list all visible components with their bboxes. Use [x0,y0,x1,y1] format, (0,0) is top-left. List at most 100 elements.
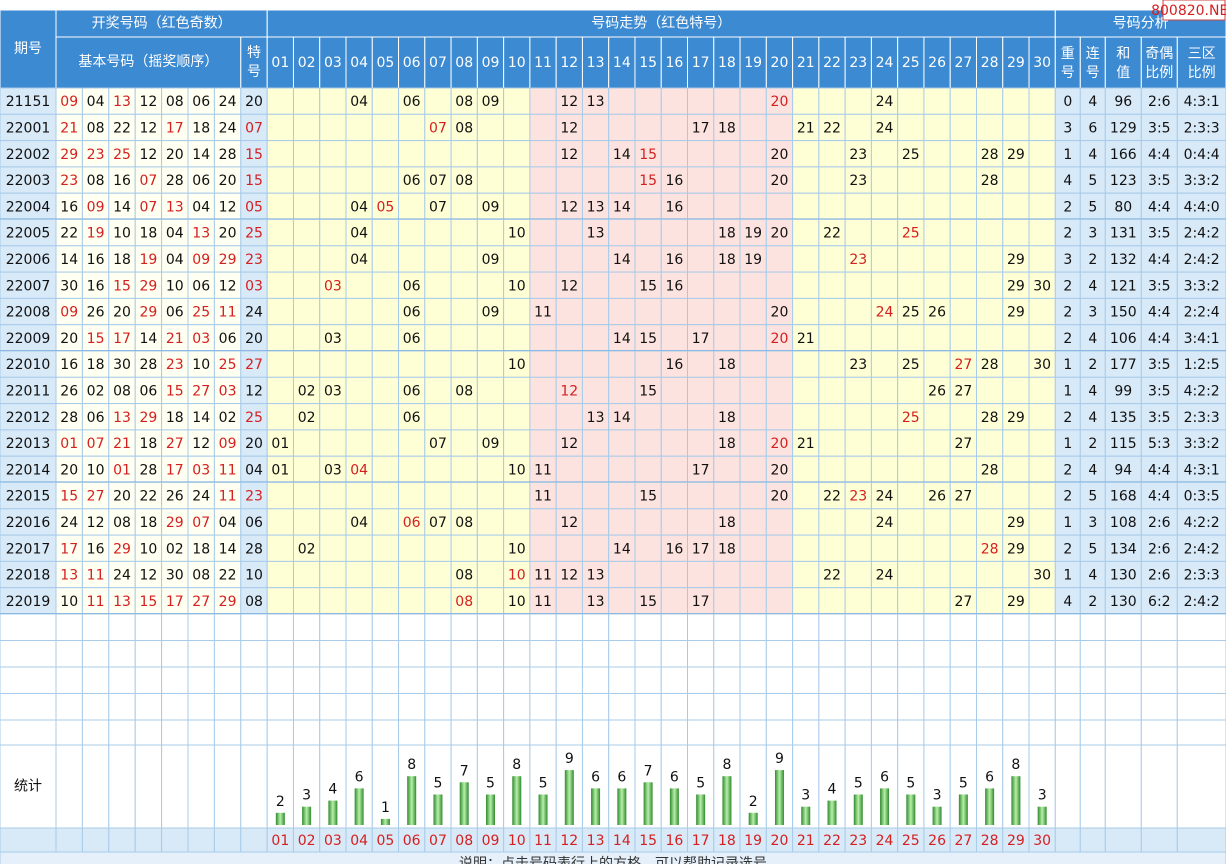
basic-number: 07 [192,515,210,531]
stats-cell [1079,744,1106,829]
empty-cell [161,640,189,668]
cell [870,271,899,299]
basic-number: 13 [192,226,210,242]
empty-cell [55,693,83,721]
basic-number: 19 [87,226,105,242]
header-number: 06 [403,55,421,71]
cell [1054,166,1081,194]
empty-cell [529,613,557,641]
empty-cell [555,640,583,668]
trend-number: 02 [298,541,316,557]
trend-number: 13 [587,410,605,426]
cell [713,324,741,352]
basic-number: 07 [139,173,157,189]
cell [555,271,583,299]
cell [818,455,846,484]
stats-cell [1176,744,1226,829]
header-cell [1002,36,1030,89]
stats-count: 6 [355,769,364,785]
header-odd-even: 奇偶比例 [1145,45,1173,81]
basic-number: 22 [113,120,131,136]
cell [476,534,505,562]
cell [55,324,83,352]
cell [1028,113,1056,142]
basic-number: 13 [166,199,184,215]
empty-cell [1028,693,1056,721]
cell [765,429,794,457]
special-number: 27 [245,357,263,373]
cell [529,219,557,247]
trend-number: 03 [324,331,342,347]
cell [1140,508,1178,536]
empty-cell [1079,693,1106,721]
empty-cell [371,719,400,746]
cell [503,297,531,326]
cell [765,455,794,484]
cell [739,482,767,510]
odd-even: 2:6 [1148,94,1171,110]
empty-cell [187,640,215,668]
empty-cell [1176,666,1226,694]
footer-number: 25 [902,833,920,849]
cell [1104,508,1142,536]
cell [792,560,820,589]
basic-number: 15 [60,489,78,505]
cell [529,166,557,194]
cell [503,534,531,562]
empty-cell [765,693,794,721]
trend-number: 11 [534,305,552,321]
cell [844,403,872,431]
trend-number: 15 [639,489,657,505]
trend-number: 23 [849,147,867,163]
footer-number: 24 [876,833,894,849]
empty-cell [687,666,715,694]
cell [266,403,294,431]
empty-cell [923,693,951,721]
cell [1028,245,1056,273]
basic-number: 14 [60,252,78,268]
trend-number: 15 [639,173,657,189]
cell [529,87,557,115]
empty-cell [213,719,242,746]
cell [371,508,400,536]
empty-cell [949,640,977,668]
cell [739,508,767,536]
trend-number: 30 [1033,568,1051,584]
footer-cell [187,827,215,853]
trend-number: 13 [587,568,605,584]
cell [660,429,689,457]
trend-number: 08 [455,515,473,531]
cell [897,271,925,299]
trend-number: 08 [455,594,473,610]
trend-number: 09 [482,436,500,452]
empty-cell [581,719,610,746]
repeat: 0 [1063,94,1072,110]
odd-even: 4:4 [1148,199,1171,215]
trend-number: 06 [403,173,421,189]
footer-cell [424,827,452,853]
period: 22015 [6,489,51,505]
basic-number: 25 [192,305,210,321]
empty-cell [424,719,452,746]
cell [923,219,951,247]
empty-cell [634,719,662,746]
cell [1176,87,1226,115]
cell [792,587,820,615]
stats-cell [687,744,715,829]
stats-cell [55,744,83,829]
sum: 131 [1110,226,1137,242]
cell [450,297,478,326]
special-number: 06 [245,515,263,531]
basic-number: 29 [60,147,78,163]
cell [634,403,662,431]
repeat: 4 [1063,594,1072,610]
cell [345,87,373,115]
empty-cell [371,693,400,721]
cell [108,271,136,299]
cell [240,403,268,431]
stats-bar [538,794,548,825]
cell [870,376,899,405]
sum: 129 [1110,120,1137,136]
footer-cell [975,827,1004,853]
footer-number: 14 [613,833,631,849]
